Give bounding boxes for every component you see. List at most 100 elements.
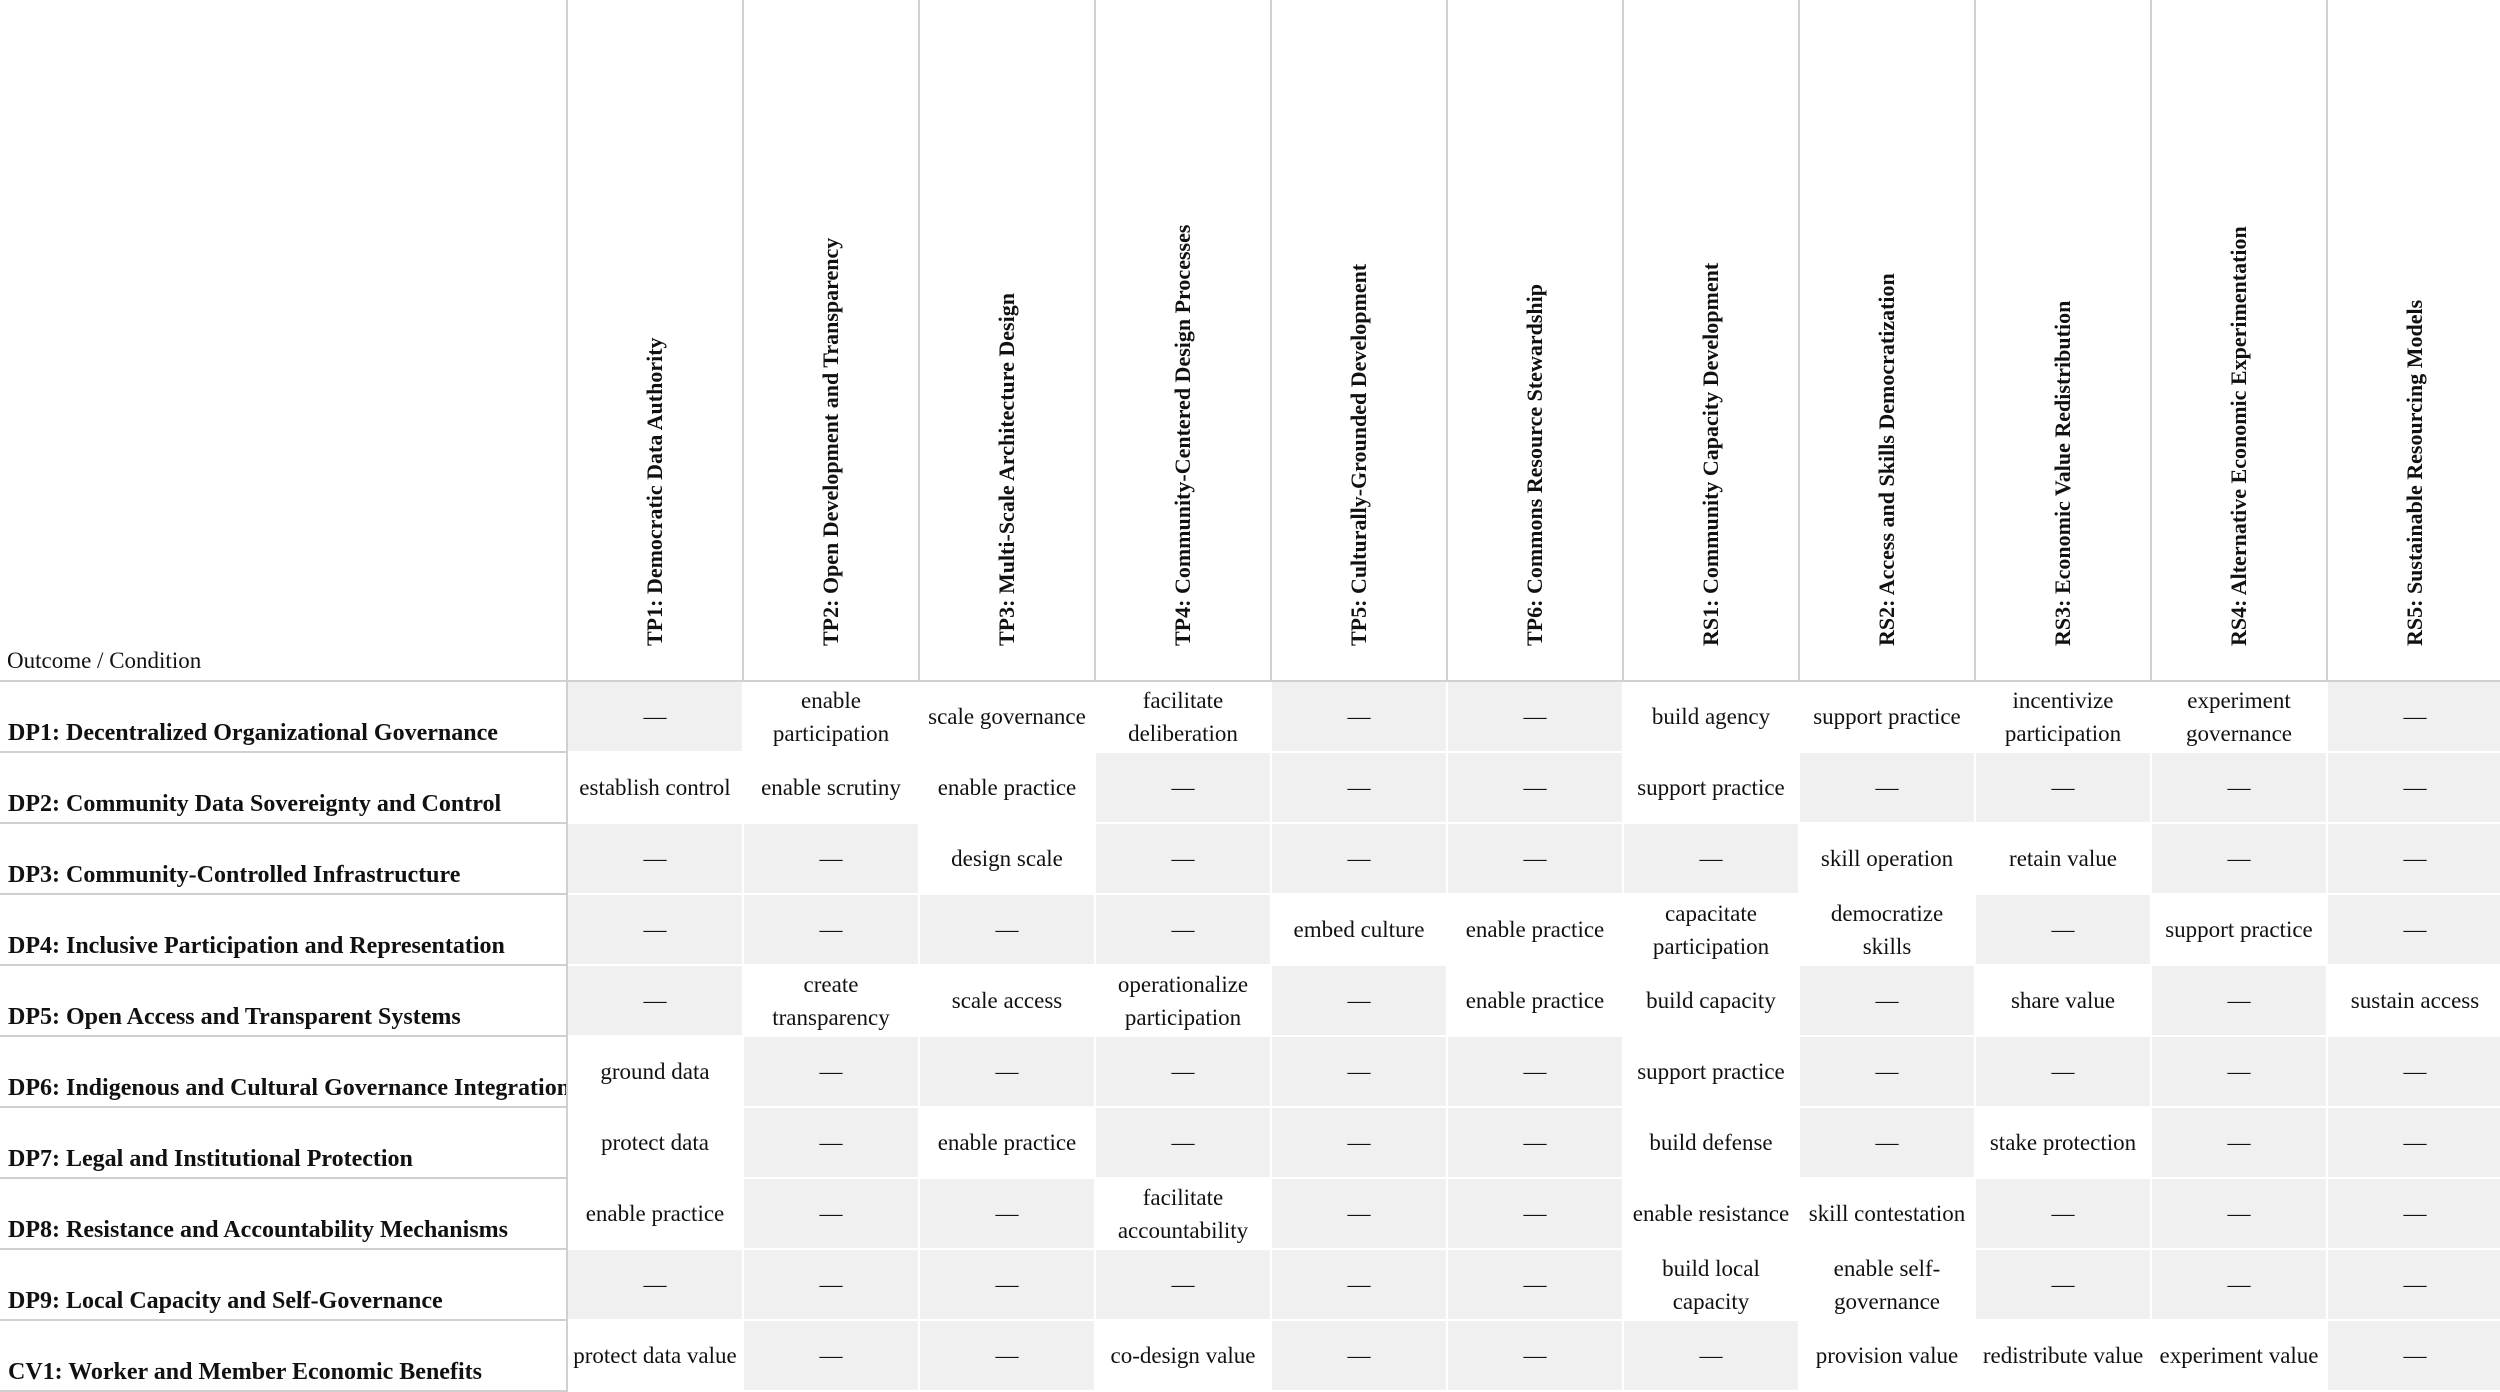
- table-cell: —: [1446, 1248, 1624, 1321]
- table-cell: provision value: [1798, 1319, 1976, 1392]
- table-cell: —: [1270, 680, 1448, 753]
- table-cell: —: [742, 1248, 920, 1321]
- column-header: RS2: Access and Skills Democratization: [1798, 0, 1976, 682]
- column-header-label: TP3: Multi-Scale Architecture Design: [994, 293, 1019, 646]
- table-cell: —: [1974, 1177, 2152, 1250]
- column-header: TP5: Culturally-Grounded Development: [1270, 0, 1448, 682]
- table-cell: protect data: [566, 1106, 744, 1179]
- table-cell: —: [1270, 1319, 1448, 1392]
- row-header: DP6: Indigenous and Cultural Governance …: [0, 1035, 568, 1108]
- table-cell: —: [1094, 751, 1272, 824]
- table-cell: facilitate accountability: [1094, 1177, 1272, 1250]
- table-cell: —: [1798, 1106, 1976, 1179]
- column-header-label: RS5: Sustainable Resourcing Models: [2402, 299, 2427, 646]
- table-cell: —: [2326, 680, 2500, 753]
- column-header-label: RS1: Community Capacity Development: [1698, 262, 1723, 646]
- row-header: DP2: Community Data Sovereignty and Cont…: [0, 751, 568, 824]
- table-cell: —: [2326, 1319, 2500, 1392]
- table-cell: —: [2326, 893, 2500, 966]
- table-cell: —: [1270, 822, 1448, 895]
- column-header: TP1: Democratic Data Authority: [566, 0, 744, 682]
- table-cell: skill contestation: [1798, 1177, 1976, 1250]
- table-cell: support practice: [1622, 751, 1800, 824]
- table-cell: —: [1446, 822, 1624, 895]
- table-cell: scale governance: [918, 680, 1096, 753]
- table-cell: co-design value: [1094, 1319, 1272, 1392]
- table-cell: —: [2326, 751, 2500, 824]
- table-cell: —: [1270, 751, 1448, 824]
- column-header-label: TP1: Democratic Data Authority: [642, 337, 667, 646]
- table-cell: —: [1446, 1106, 1624, 1179]
- table-row: DP7: Legal and Institutional Protection p…: [0, 1106, 2500, 1179]
- table-cell: facilitate deliberation: [1094, 680, 1272, 753]
- table-row: DP2: Community Data Sovereignty and Cont…: [0, 751, 2500, 824]
- table-cell: —: [1094, 893, 1272, 966]
- table-cell: —: [2150, 964, 2328, 1037]
- table-cell: enable practice: [918, 1106, 1096, 1179]
- column-header: TP6: Commons Resource Stewardship: [1446, 0, 1624, 682]
- column-header: TP4: Community-Centered Design Processes: [1094, 0, 1272, 682]
- table-cell: —: [2150, 1177, 2328, 1250]
- table-cell: —: [1094, 822, 1272, 895]
- table-cell: design scale: [918, 822, 1096, 895]
- table-row: DP8: Resistance and Accountability Mecha…: [0, 1177, 2500, 1250]
- table-row: DP5: Open Access and Transparent Systems…: [0, 964, 2500, 1037]
- table-cell: —: [918, 1035, 1096, 1108]
- table-row: DP9: Local Capacity and Self-Governance —…: [0, 1248, 2500, 1321]
- table-cell: —: [1446, 1035, 1624, 1108]
- corner-label: Outcome / Condition: [1, 0, 568, 682]
- row-header: DP4: Inclusive Participation and Represe…: [0, 893, 568, 966]
- column-header-label: TP5: Culturally-Grounded Development: [1346, 263, 1371, 646]
- table-cell: establish control: [566, 751, 744, 824]
- row-header: DP5: Open Access and Transparent Systems: [0, 964, 568, 1037]
- column-header: TP3: Multi-Scale Architecture Design: [918, 0, 1096, 682]
- table-cell: —: [2150, 822, 2328, 895]
- row-header: DP7: Legal and Institutional Protection: [0, 1106, 568, 1179]
- table-cell: —: [2150, 1035, 2328, 1108]
- table-cell: ground data: [566, 1035, 744, 1108]
- table-cell: —: [742, 822, 920, 895]
- column-header: TP2: Open Development and Transparency: [742, 0, 920, 682]
- table-cell: support practice: [1798, 680, 1976, 753]
- table-cell: share value: [1974, 964, 2152, 1037]
- table-cell: support practice: [2150, 893, 2328, 966]
- table-cell: —: [1446, 751, 1624, 824]
- table-row: DP4: Inclusive Participation and Represe…: [0, 893, 2500, 966]
- table-cell: incentivize participation: [1974, 680, 2152, 753]
- table-cell: experiment governance: [2150, 680, 2328, 753]
- table-cell: build local capacity: [1622, 1248, 1800, 1321]
- column-header: RS3: Economic Value Redistribution: [1974, 0, 2152, 682]
- table-cell: support practice: [1622, 1035, 1800, 1108]
- table-cell: —: [742, 1106, 920, 1179]
- column-header-label: TP6: Commons Resource Stewardship: [1522, 284, 1547, 646]
- matrix-body: DP1: Decentralized Organizational Govern…: [0, 680, 2500, 1392]
- table-cell: —: [2150, 1106, 2328, 1179]
- table-cell: enable practice: [918, 751, 1096, 824]
- table-cell: democratize skills: [1798, 893, 1976, 966]
- table-cell: —: [1270, 1035, 1448, 1108]
- table-cell: enable scrutiny: [742, 751, 920, 824]
- table-cell: stake protection: [1974, 1106, 2152, 1179]
- row-header: DP3: Community-Controlled Infrastructure: [0, 822, 568, 895]
- table-cell: —: [1270, 1177, 1448, 1250]
- table-cell: embed culture: [1270, 893, 1448, 966]
- table-cell: —: [1270, 1248, 1448, 1321]
- column-header: RS4: Alternative Economic Experimentatio…: [2150, 0, 2328, 682]
- table-row: CV1: Worker and Member Economic Benefits…: [0, 1319, 2500, 1392]
- column-header-label: RS3: Economic Value Redistribution: [2050, 300, 2075, 646]
- table-cell: —: [566, 680, 744, 753]
- table-cell: —: [1974, 1035, 2152, 1108]
- table-cell: —: [918, 893, 1096, 966]
- table-cell: enable resistance: [1622, 1177, 1800, 1250]
- table-cell: —: [1798, 964, 1976, 1037]
- table-row: DP3: Community-Controlled Infrastructure…: [0, 822, 2500, 895]
- table-cell: —: [2326, 1177, 2500, 1250]
- table-row: DP6: Indigenous and Cultural Governance …: [0, 1035, 2500, 1108]
- table-cell: —: [1622, 1319, 1800, 1392]
- table-cell: —: [742, 893, 920, 966]
- table-cell: protect data value: [566, 1319, 744, 1392]
- table-cell: —: [566, 1248, 744, 1321]
- table-cell: —: [1798, 1035, 1976, 1108]
- table-cell: —: [1622, 822, 1800, 895]
